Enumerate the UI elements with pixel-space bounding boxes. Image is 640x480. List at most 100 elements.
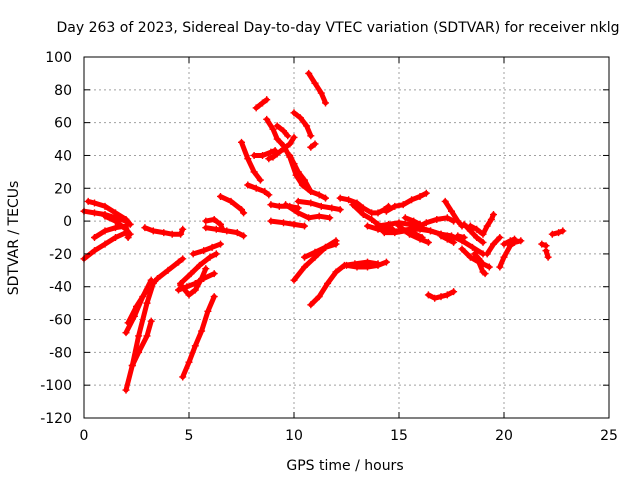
data-point <box>506 237 514 245</box>
data-point <box>450 288 458 296</box>
data-point <box>143 286 151 294</box>
data-point <box>175 258 182 266</box>
data-point <box>471 250 479 258</box>
track-line <box>218 194 247 216</box>
data-point <box>112 209 119 217</box>
data-point <box>479 238 487 246</box>
x-tick-label: 15 <box>390 428 408 444</box>
track-line <box>472 251 492 270</box>
data-point <box>307 132 315 140</box>
data-point <box>469 243 476 251</box>
data-point <box>204 307 212 315</box>
data-point <box>252 184 260 192</box>
track-line <box>102 213 133 237</box>
data-point <box>483 222 491 230</box>
y-tick-label: 0 <box>63 214 72 230</box>
data-point <box>544 253 552 261</box>
data-point <box>424 291 432 299</box>
satellite-track <box>177 250 220 287</box>
data-point <box>311 140 319 148</box>
data-point <box>443 214 451 222</box>
data-point <box>437 293 445 301</box>
data-point <box>395 222 403 230</box>
x-axis-label: GPS time / hours <box>286 458 403 474</box>
data-point <box>122 386 130 394</box>
y-tick-label: -100 <box>40 378 72 394</box>
data-point <box>238 138 245 146</box>
data-point <box>296 114 304 122</box>
satellite-track <box>424 288 458 302</box>
data-point <box>433 215 441 223</box>
data-point <box>382 207 390 215</box>
data-point <box>101 212 109 220</box>
satellite-track <box>282 201 334 222</box>
data-point <box>511 235 518 243</box>
data-point <box>240 209 248 217</box>
satellite-track <box>343 258 390 271</box>
track-line <box>442 198 465 229</box>
data-point <box>101 227 109 235</box>
data-point <box>500 253 508 261</box>
data-point <box>269 125 277 133</box>
data-point <box>227 197 235 205</box>
data-point <box>359 211 367 219</box>
data-point <box>200 247 208 255</box>
data-point <box>185 358 193 366</box>
data-point <box>154 275 161 283</box>
data-point <box>408 196 416 204</box>
data-point <box>364 222 371 230</box>
x-tick-label: 10 <box>285 428 303 444</box>
track-line <box>129 318 154 368</box>
data-point <box>168 230 176 238</box>
data-point <box>485 263 493 271</box>
data-point <box>252 104 260 112</box>
data-point <box>450 238 458 246</box>
data-point <box>135 332 143 340</box>
satellite-track <box>124 255 187 327</box>
track-line <box>190 241 223 257</box>
data-point <box>490 240 497 248</box>
data-point <box>324 279 332 287</box>
y-tick-label: -20 <box>49 247 72 263</box>
data-point <box>475 255 483 263</box>
x-tick-label: 25 <box>600 428 618 444</box>
data-point <box>91 234 98 241</box>
data-point <box>431 294 439 302</box>
data-point <box>368 215 376 223</box>
satellite-track <box>128 317 155 369</box>
data-point <box>483 250 491 258</box>
data-point <box>322 194 329 202</box>
data-point <box>198 275 206 283</box>
data-point <box>206 253 214 261</box>
data-point <box>322 99 329 107</box>
satellite-track <box>336 194 392 217</box>
data-point <box>261 188 269 196</box>
data-point <box>128 361 136 369</box>
data-point <box>479 230 487 238</box>
data-point <box>133 302 140 310</box>
data-point <box>179 373 187 381</box>
track-line <box>396 223 431 245</box>
data-point <box>305 214 313 222</box>
data-point <box>542 247 550 255</box>
data-point <box>374 209 382 217</box>
data-point <box>179 225 187 233</box>
plot-frame <box>83 56 610 419</box>
satellite-track <box>202 215 227 233</box>
data-point <box>210 270 218 278</box>
data-point <box>454 217 462 225</box>
data-point <box>301 253 308 261</box>
data-point <box>307 301 315 309</box>
data-point <box>490 211 497 219</box>
satellite-track <box>437 232 458 246</box>
data-point <box>336 194 344 202</box>
data-point <box>487 215 495 223</box>
data-point <box>412 230 420 238</box>
data-point <box>311 248 319 256</box>
y-tick-label: 100 <box>45 50 72 66</box>
data-point <box>286 151 294 159</box>
data-point <box>101 202 109 210</box>
data-point <box>122 225 130 233</box>
track-line <box>203 216 226 232</box>
data-point <box>441 197 449 205</box>
